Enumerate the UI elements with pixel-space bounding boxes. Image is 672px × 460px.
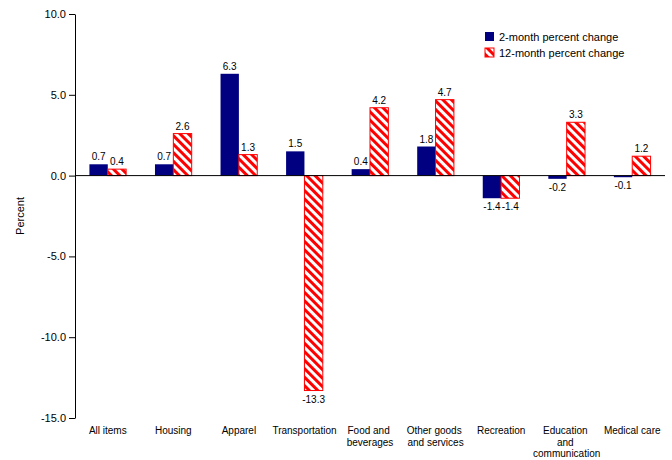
x-tick: All items (89, 424, 127, 436)
y-tick: 5.0 (51, 89, 75, 101)
data-label: -1.4 (502, 201, 520, 212)
x-tick: Recreation (477, 424, 525, 436)
chart-container: -15.0 -10.0 -5.0 0.0 5.0 10.0 0.7 0.7 6.3 1.5 0.4 1… (0, 0, 672, 460)
series-bars (89, 74, 632, 198)
x-tick-label: Transportation (272, 425, 336, 436)
y-tick: -5.0 (47, 250, 75, 262)
x-tick-label: Medical care (604, 425, 661, 436)
y-axis: -15.0 -10.0 -5.0 0.0 5.0 10.0 (41, 8, 76, 424)
y-tick: 10.0 (45, 8, 75, 20)
y-axis-title: Percent (14, 197, 26, 235)
y-tick-mark (69, 418, 75, 419)
y-tick: -15.0 (41, 412, 75, 424)
legend-swatch (485, 32, 494, 41)
y-tick-mark (69, 95, 75, 96)
series-bars (108, 100, 651, 391)
data-label: 0.4 (354, 156, 368, 167)
x-tick: Transportation (272, 424, 336, 436)
legend: 2-month percent change 12-month percent c… (485, 31, 624, 59)
bar (567, 122, 585, 175)
bar (370, 108, 388, 176)
x-tick: Other goods and services (407, 424, 465, 448)
bars (89, 74, 650, 391)
data-label: 6.3 (223, 61, 237, 72)
bar (155, 164, 173, 175)
data-label: 0.7 (92, 151, 106, 162)
y-tick-mark (69, 256, 75, 257)
chart-svg: -15.0 -10.0 -5.0 0.0 5.0 10.0 0.7 0.7 6.3 1.5 0.4 1… (0, 0, 672, 460)
y-tick-label: -5.0 (47, 250, 66, 262)
bar (436, 100, 454, 176)
legend-item: 12-month percent change (485, 47, 624, 59)
bar (417, 147, 435, 176)
x-tick-label: Recreation (477, 425, 525, 436)
data-label: 4.7 (438, 87, 452, 98)
bar (221, 74, 239, 176)
data-label: 0.4 (110, 156, 124, 167)
legend-swatch (485, 48, 494, 57)
data-label: -1.4 (483, 201, 501, 212)
bar (89, 164, 107, 175)
x-tick: Food and beverages (347, 424, 394, 448)
y-axis-line (75, 15, 76, 419)
legend-label: 2-month percent change (499, 31, 618, 43)
bar (632, 156, 650, 175)
y-tick-mark (69, 176, 75, 177)
y-tick-label: -15.0 (41, 412, 66, 424)
x-tick-label: Apparel (222, 425, 256, 436)
x-tick-label: Other goods and services (407, 425, 465, 448)
y-tick: -10.0 (41, 331, 75, 343)
bar (501, 176, 519, 199)
data-label: -13.3 (302, 394, 325, 405)
x-tick-label: Food and beverages (347, 425, 394, 448)
data-label: 1.3 (241, 142, 255, 153)
bar (352, 169, 370, 175)
data-label: 1.8 (419, 134, 433, 145)
y-tick-label: -10.0 (41, 331, 66, 343)
data-labels: 0.7 0.7 6.3 1.5 0.4 1.8 -1.4 -0.2 -0.1 0.4 2.6 1.3 -… (92, 61, 649, 405)
bar (108, 169, 126, 175)
y-tick-label: 0.0 (51, 170, 66, 182)
data-label: 1.5 (288, 138, 302, 149)
data-label: 0.7 (157, 151, 171, 162)
bar (173, 134, 191, 176)
data-label: 1.2 (634, 143, 648, 154)
bar (483, 176, 501, 199)
bar (286, 151, 304, 175)
plot: -15.0 -10.0 -5.0 0.0 5.0 10.0 0.7 0.7 6.3 1.5 0.4 1… (41, 8, 665, 459)
x-tick: Medical care (604, 424, 661, 436)
y-tick: 0.0 (51, 170, 75, 182)
x-tick-label: All items (89, 425, 127, 436)
x-axis: All items Housing Apparel Transportation Foo… (89, 424, 661, 459)
y-tick-label: 10.0 (45, 8, 66, 20)
x-tick: Housing (155, 424, 192, 436)
data-label: 2.6 (176, 121, 190, 132)
x-tick-label: Education and communication (533, 425, 600, 459)
y-tick-mark (69, 337, 75, 338)
legend-item: 2-month percent change (485, 31, 618, 43)
x-tick: Education and communication (533, 424, 600, 459)
bar (239, 155, 257, 176)
data-label: -0.1 (614, 180, 632, 191)
data-label: 3.3 (569, 109, 583, 120)
legend-label: 12-month percent change (499, 47, 624, 59)
y-tick-mark (69, 14, 75, 15)
baseline (75, 175, 665, 176)
data-label: 4.2 (372, 95, 386, 106)
x-tick: Apparel (222, 424, 256, 436)
bar (304, 176, 322, 391)
x-tick-label: Housing (155, 425, 192, 436)
data-label: -0.2 (549, 182, 567, 193)
y-tick-label: 5.0 (51, 89, 66, 101)
